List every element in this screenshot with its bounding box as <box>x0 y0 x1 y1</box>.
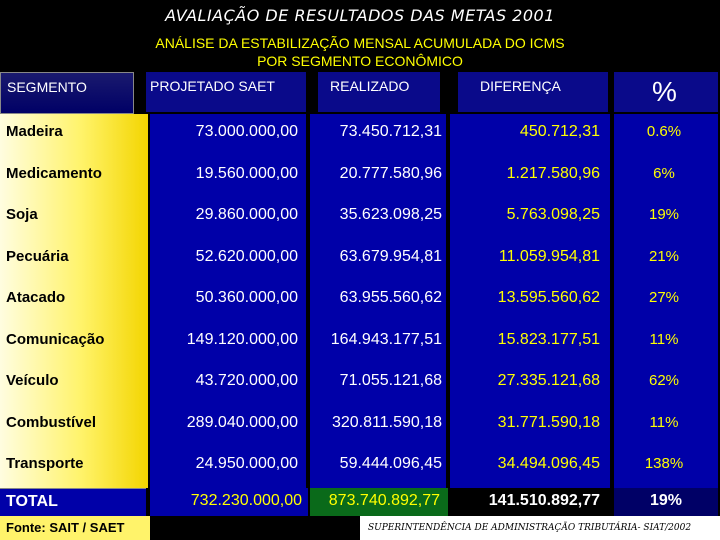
cell-percent: 6% <box>653 164 675 182</box>
total-segment-cell: TOTAL <box>0 488 146 517</box>
table-row: Combustível 289.040.000,00 320.811.590,18 3… <box>0 405 720 444</box>
cell-projected: 19.560.000,00 <box>195 164 298 182</box>
page-title: AVALIAÇÃO DE RESULTADOS DAS METAS 2001 <box>165 6 555 25</box>
header-realized-label: REALIZADO <box>330 78 410 94</box>
cell-difference: 1.217.580,96 <box>506 164 600 182</box>
cell-realized: 20.777.580,96 <box>339 164 442 182</box>
cell-segment: Combustível <box>6 413 97 431</box>
header-difference-label: DIFERENÇA <box>480 78 561 94</box>
difference-column-background <box>450 114 610 488</box>
source-text: Fonte: SAIT / SAET <box>6 520 125 535</box>
cell-difference: 5.763.098,25 <box>506 206 600 223</box>
cell-realized: 71.055.121,68 <box>339 372 442 389</box>
header-percent-label: % <box>652 76 677 107</box>
header-difference: DIFERENÇA <box>458 72 608 112</box>
cell-projected: 289.040.000,00 <box>186 413 298 431</box>
cell-projected: 29.860.000,00 <box>195 206 298 223</box>
total-realized: 873.740.892,77 <box>328 492 440 509</box>
credit-text: SUPERINTENDÊNCIA DE ADMINISTRAÇÃO TRIBUT… <box>368 523 692 533</box>
cell-percent: 11% <box>649 413 679 431</box>
total-label: TOTAL <box>6 493 58 510</box>
cell-difference: 27.335.121,68 <box>497 372 600 389</box>
cell-percent: 27% <box>648 289 680 306</box>
header-segment-label: SEGMENTO <box>7 79 87 95</box>
table-row: Medicamento 19.560.000,00 20.777.580,96 1.2… <box>0 156 720 195</box>
total-percent-cell: 19% <box>614 488 718 516</box>
cell-realized: 35.623.098,25 <box>339 206 442 223</box>
cell-projected: 149.120.000,00 <box>186 330 298 348</box>
cell-percent: 19% <box>648 206 680 223</box>
cell-percent: 0.6% <box>646 123 682 140</box>
cell-segment: Atacado <box>6 289 66 306</box>
cell-percent: 21% <box>648 247 680 265</box>
segment-column-background <box>0 114 148 488</box>
cell-projected: 24.950.000,00 <box>195 455 298 472</box>
cell-segment: Pecuária <box>6 247 69 265</box>
total-realized-cell: 873.740.892,77 <box>310 488 448 516</box>
total-row: TOTAL 732.230.000,00 873.740.892,77 141.… <box>0 488 720 517</box>
cell-realized: 73.450.712,31 <box>339 123 442 140</box>
total-difference: 141.510.892,77 <box>488 492 600 509</box>
table-row: Madeira 73.000.000,00 73.450.712,31 450.712… <box>0 114 720 153</box>
total-difference-cell: 141.510.892,77 <box>452 488 612 516</box>
cell-projected: 73.000.000,00 <box>195 123 298 140</box>
percent-column-background <box>614 114 718 488</box>
cell-difference: 31.771.590,18 <box>497 413 600 431</box>
cell-realized: 59.444.096,45 <box>339 455 442 472</box>
cell-percent: 11% <box>649 330 679 348</box>
table-row: Soja 29.860.000,00 35.623.098,25 5.763.098,… <box>0 197 720 236</box>
cell-difference: 13.595.560,62 <box>497 289 600 306</box>
header-segment: SEGMENTO <box>0 72 134 114</box>
table-row: Veículo 43.720.000,00 71.055.121,68 27.335.… <box>0 363 720 402</box>
cell-segment: Veículo <box>6 372 59 389</box>
cell-realized: 63.955.560,62 <box>339 289 442 306</box>
table-row: Comunicação 149.120.000,00 164.943.177,51 1… <box>0 322 720 361</box>
credit-note: SUPERINTENDÊNCIA DE ADMINISTRAÇÃO TRIBUT… <box>360 516 720 540</box>
cell-projected: 52.620.000,00 <box>195 247 298 265</box>
cell-realized: 63.679.954,81 <box>339 247 442 265</box>
header-projected: PROJETADO SAET <box>146 72 306 112</box>
table-row: Pecuária 52.620.000,00 63.679.954,81 11.059… <box>0 239 720 278</box>
cell-projected: 50.360.000,00 <box>195 289 298 306</box>
cell-segment: Comunicação <box>6 330 105 348</box>
cell-segment: Soja <box>6 206 38 223</box>
cell-realized: 320.811.590,18 <box>331 413 442 431</box>
cell-realized: 164.943.177,51 <box>330 330 442 348</box>
cell-percent: 62% <box>648 372 680 389</box>
cell-difference: 450.712,31 <box>519 123 600 140</box>
cell-difference: 11.059.954,81 <box>498 247 600 265</box>
subtitle-line-2: POR SEGMENTO ECONÔMICO <box>257 53 463 69</box>
realized-column-background <box>310 114 446 488</box>
total-projected: 732.230.000,00 <box>190 492 302 509</box>
header-percent: % <box>614 72 718 112</box>
cell-segment: Medicamento <box>6 164 102 182</box>
total-percent: 19% <box>649 492 683 509</box>
total-projected-cell: 732.230.000,00 <box>150 488 308 516</box>
cell-percent: 138% <box>644 455 684 472</box>
cell-projected: 43.720.000,00 <box>195 372 298 389</box>
projected-column-background <box>150 114 306 488</box>
cell-segment: Transporte <box>6 455 84 472</box>
subtitle-line-1: ANÁLISE DA ESTABILIZAÇÃO MENSAL ACUMULAD… <box>155 35 565 51</box>
cell-difference: 34.494.096,45 <box>497 455 600 472</box>
page-subtitle: ANÁLISE DA ESTABILIZAÇÃO MENSAL ACUMULAD… <box>0 34 720 70</box>
table-row: Atacado 50.360.000,00 63.955.560,62 13.595.… <box>0 280 720 319</box>
cell-difference: 15.823.177,51 <box>497 330 600 348</box>
header-projected-label: PROJETADO SAET <box>150 78 275 94</box>
cell-segment: Madeira <box>6 123 63 140</box>
table-row: Transporte 24.950.000,00 59.444.096,45 34.4… <box>0 446 720 485</box>
header-realized: REALIZADO <box>318 72 440 112</box>
source-note: Fonte: SAIT / SAET <box>0 516 150 540</box>
